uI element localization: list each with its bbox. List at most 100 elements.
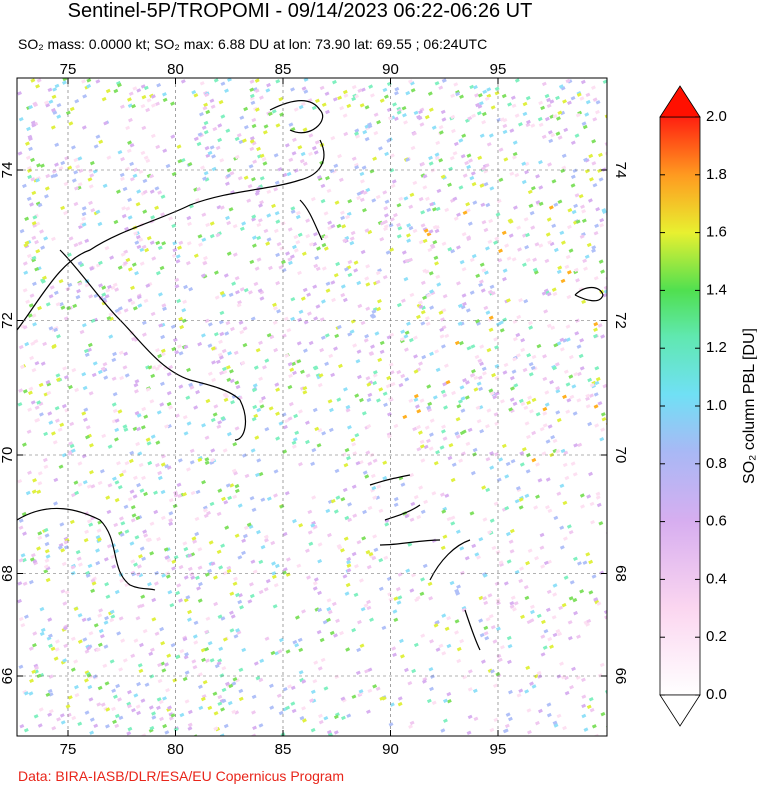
pixel [584, 254, 590, 259]
pixel [502, 118, 508, 123]
pixel [560, 278, 566, 284]
pixel [291, 440, 297, 445]
pixel [456, 646, 462, 652]
pixel [600, 334, 606, 339]
pixel [470, 373, 476, 378]
pixel [27, 168, 32, 173]
pixel [398, 638, 404, 644]
pixel [365, 376, 371, 381]
pixel [137, 604, 142, 609]
pixel [77, 482, 83, 487]
pixel [129, 161, 135, 167]
pixel [101, 433, 107, 439]
pixel [106, 155, 112, 160]
pixel [342, 89, 348, 95]
pixel [294, 615, 300, 620]
pixel [288, 122, 294, 127]
pixel [187, 722, 193, 728]
pixel [104, 681, 110, 686]
pixel [235, 678, 240, 683]
pixel [592, 97, 598, 102]
pixel [202, 255, 208, 261]
pixel [217, 420, 223, 425]
pixel [150, 133, 156, 139]
pixel [237, 503, 243, 508]
pixel [273, 187, 279, 192]
pixel [536, 670, 542, 676]
pixel [95, 548, 100, 553]
pixel [365, 282, 371, 287]
pixel [209, 98, 215, 103]
pixel [364, 334, 370, 339]
pixel [88, 200, 93, 206]
pixel [138, 642, 144, 648]
pixel [136, 710, 141, 716]
pixel [403, 276, 409, 282]
pixel [443, 405, 448, 410]
pixel [461, 232, 467, 237]
pixel [519, 451, 525, 456]
pixel [323, 686, 329, 691]
pixel [187, 566, 193, 572]
pixel [234, 276, 240, 281]
pixel [121, 206, 127, 211]
pixel [207, 150, 213, 156]
pixel [246, 522, 252, 527]
pixel [589, 177, 594, 182]
pixel [342, 238, 348, 243]
pixel [354, 128, 360, 133]
pixel [83, 538, 89, 543]
pixel [182, 636, 188, 642]
pixel [376, 306, 382, 312]
pixel [360, 249, 366, 255]
pixel [564, 675, 569, 681]
pixel [308, 242, 314, 247]
pixel [545, 505, 550, 510]
pixel [265, 241, 271, 246]
pixel [381, 625, 387, 631]
pixel [320, 198, 326, 204]
pixel [134, 240, 140, 245]
pixel [155, 240, 161, 246]
pixel [408, 724, 413, 729]
pixel [397, 226, 403, 231]
pixel [162, 97, 168, 103]
pixel [394, 91, 399, 96]
pixel [204, 145, 210, 151]
pixel [342, 574, 348, 579]
pixel [293, 234, 299, 240]
pixel [382, 87, 388, 93]
pixel [480, 288, 486, 293]
pixel [301, 609, 306, 614]
pixel [258, 203, 263, 208]
pixel [224, 181, 230, 186]
pixel [472, 688, 478, 694]
pixel [197, 581, 203, 587]
pixel [38, 401, 44, 407]
pixel [435, 647, 441, 652]
pixel [365, 450, 371, 455]
pixel [196, 586, 201, 591]
pixel [169, 603, 175, 608]
pixel [48, 326, 54, 331]
pixel [284, 353, 290, 358]
pixel [545, 607, 551, 613]
pixel [485, 202, 491, 208]
pixel [422, 268, 428, 274]
pixel [141, 125, 147, 131]
pixel [561, 153, 567, 159]
pixel [396, 222, 401, 228]
pixel [422, 185, 428, 190]
pixel [126, 731, 132, 736]
pixel [504, 474, 510, 479]
pixel [127, 97, 132, 102]
pixel [355, 359, 361, 364]
pixel [140, 150, 146, 156]
pixel [395, 586, 401, 592]
pixel [565, 78, 571, 84]
pixel [484, 246, 490, 251]
colorbar-tick-label: 0.2 [706, 628, 727, 645]
pixel [502, 317, 508, 322]
pixel [591, 724, 597, 729]
pixel [138, 554, 143, 559]
